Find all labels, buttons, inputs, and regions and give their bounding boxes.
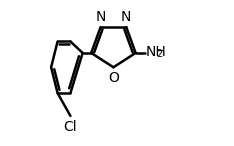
- Text: N: N: [95, 10, 106, 24]
- Text: Cl: Cl: [64, 120, 77, 134]
- Text: NH: NH: [146, 45, 166, 59]
- Text: O: O: [108, 71, 119, 85]
- Text: 2: 2: [156, 49, 162, 59]
- Text: N: N: [121, 10, 132, 24]
